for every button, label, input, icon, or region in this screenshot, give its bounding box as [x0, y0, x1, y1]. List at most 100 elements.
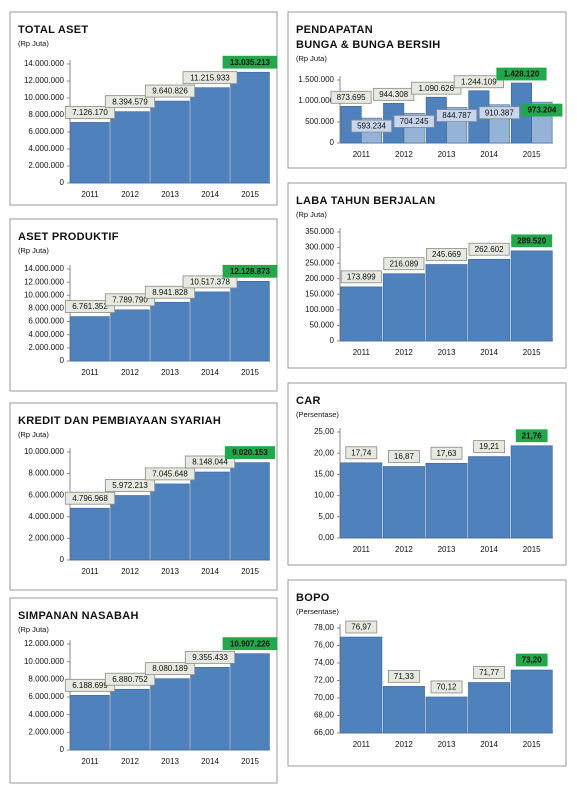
value-label-box [104, 479, 156, 492]
y-tick-label: 6.000.000 [28, 490, 64, 499]
y-tick-label: 12.000.000 [24, 639, 65, 648]
value-label-box [64, 491, 116, 505]
chart-panel: ASET PRODUKTIF (Rp Juta) 0 2.000.000 4.000.0… [9, 218, 278, 392]
x-tick-label: 2013 [161, 757, 179, 766]
x-tick-label: 2011 [81, 368, 99, 377]
value-label: 10.907.226 [230, 639, 271, 648]
value-label: 9.640.826 [152, 87, 188, 96]
value-label: 70,12 [436, 683, 457, 692]
value-label-box [383, 257, 425, 271]
value-label-box [340, 270, 382, 284]
value-label: 13.035.213 [230, 58, 271, 67]
value-label-box [521, 103, 563, 117]
y-tick-label: 10.000.000 [24, 447, 65, 456]
value-label-box [182, 71, 238, 85]
x-tick-label: 2015 [241, 567, 259, 576]
y-tick-label: 12.000.000 [24, 277, 65, 286]
x-tick-label: 2013 [438, 545, 456, 554]
value-label-box [222, 264, 278, 278]
bar [150, 483, 190, 561]
value-label: 4.796.968 [72, 494, 108, 503]
y-tick-label: 74,00 [314, 658, 335, 667]
bar [340, 286, 383, 342]
bar [150, 301, 190, 362]
bar [340, 462, 383, 539]
value-label-box [330, 90, 372, 104]
y-tick-label: 8.000.000 [28, 674, 64, 683]
x-tick-label: 2014 [480, 545, 498, 554]
bar [110, 688, 150, 751]
value-label: 17,63 [436, 449, 457, 458]
bar [190, 667, 230, 751]
y-tick-label: 2.000.000 [28, 343, 64, 352]
chart-title: SIMPANAN NASABAH [18, 610, 139, 622]
value-label-box [184, 455, 236, 469]
y-tick-label: 10,00 [314, 491, 335, 500]
value-label-box [182, 275, 238, 289]
value-label: 262.602 [475, 245, 504, 254]
chart-subtitle: (Persentase) [296, 410, 339, 419]
bar [70, 122, 110, 184]
bar [468, 456, 511, 539]
y-tick-label: 0 [330, 138, 335, 147]
bar [70, 316, 110, 362]
x-tick-label: 2012 [121, 190, 139, 199]
x-tick-label: 2011 [353, 545, 371, 554]
chart-title: BOPO [296, 592, 330, 604]
value-label-box [104, 293, 156, 307]
bar [425, 264, 468, 342]
y-tick-label: 8.000.000 [28, 110, 64, 119]
value-label: 1.244.109 [461, 77, 497, 86]
y-tick-label: 4.000.000 [28, 710, 64, 719]
value-label-box [104, 672, 156, 686]
y-tick-label: 6.000.000 [28, 127, 64, 136]
chart-title: TOTAL ASET [18, 24, 88, 36]
value-label: 173.899 [347, 272, 376, 281]
bar [150, 100, 190, 184]
value-label: 76,97 [351, 623, 372, 632]
bar [510, 669, 553, 734]
value-label: 593.234 [357, 122, 386, 131]
x-tick-label: 2013 [161, 567, 179, 576]
chart-title: ASET PRODUKTIF [18, 231, 119, 243]
x-tick-label: 2011 [81, 757, 99, 766]
bar [190, 471, 230, 561]
y-tick-label: 6.000.000 [28, 317, 64, 326]
value-label-box [144, 285, 196, 299]
chart-title: CAR [296, 395, 321, 407]
value-label: 6.880.752 [112, 675, 148, 684]
bar [230, 71, 270, 184]
x-tick-label: 2014 [480, 348, 498, 357]
y-tick-label: 25,00 [314, 427, 335, 436]
value-label-box [144, 84, 196, 98]
x-tick-label: 2012 [395, 348, 413, 357]
y-tick-label: 100.000 [305, 305, 334, 314]
value-label-box [224, 446, 276, 459]
y-tick-label: 2.000.000 [28, 534, 64, 543]
bar [510, 445, 553, 539]
chart-subtitle: (Rp Juta) [18, 430, 49, 439]
bar [230, 462, 270, 561]
y-tick-label: 6.000.000 [28, 692, 64, 701]
value-label-box [473, 440, 506, 453]
value-label-box [64, 106, 116, 119]
bar [382, 466, 425, 539]
value-label: 1.428.120 [504, 70, 540, 79]
y-tick-label: 14.000.000 [24, 264, 65, 273]
x-tick-label: 2011 [353, 740, 371, 749]
y-tick-label: 2.000.000 [28, 161, 64, 170]
value-label-box [345, 620, 378, 634]
chart-title: PENDAPATAN [296, 24, 373, 36]
chart-panel: LABA TAHUN BERJALAN (Rp Juta) 0 50.000 100.0… [287, 182, 567, 369]
value-label: 8.148.044 [192, 458, 228, 467]
y-tick-label: 0 [330, 336, 335, 345]
value-label: 6.761.352 [72, 302, 108, 311]
value-label-box [453, 75, 504, 89]
y-tick-label: 150.000 [305, 289, 334, 298]
value-label-box [144, 467, 196, 481]
y-tick-label: 0 [60, 356, 65, 365]
chart-title: LABA TAHUN BERJALAN [296, 195, 436, 207]
x-tick-label: 2015 [523, 348, 541, 357]
value-label-box [144, 662, 196, 676]
value-label: 973.204 [527, 106, 556, 115]
